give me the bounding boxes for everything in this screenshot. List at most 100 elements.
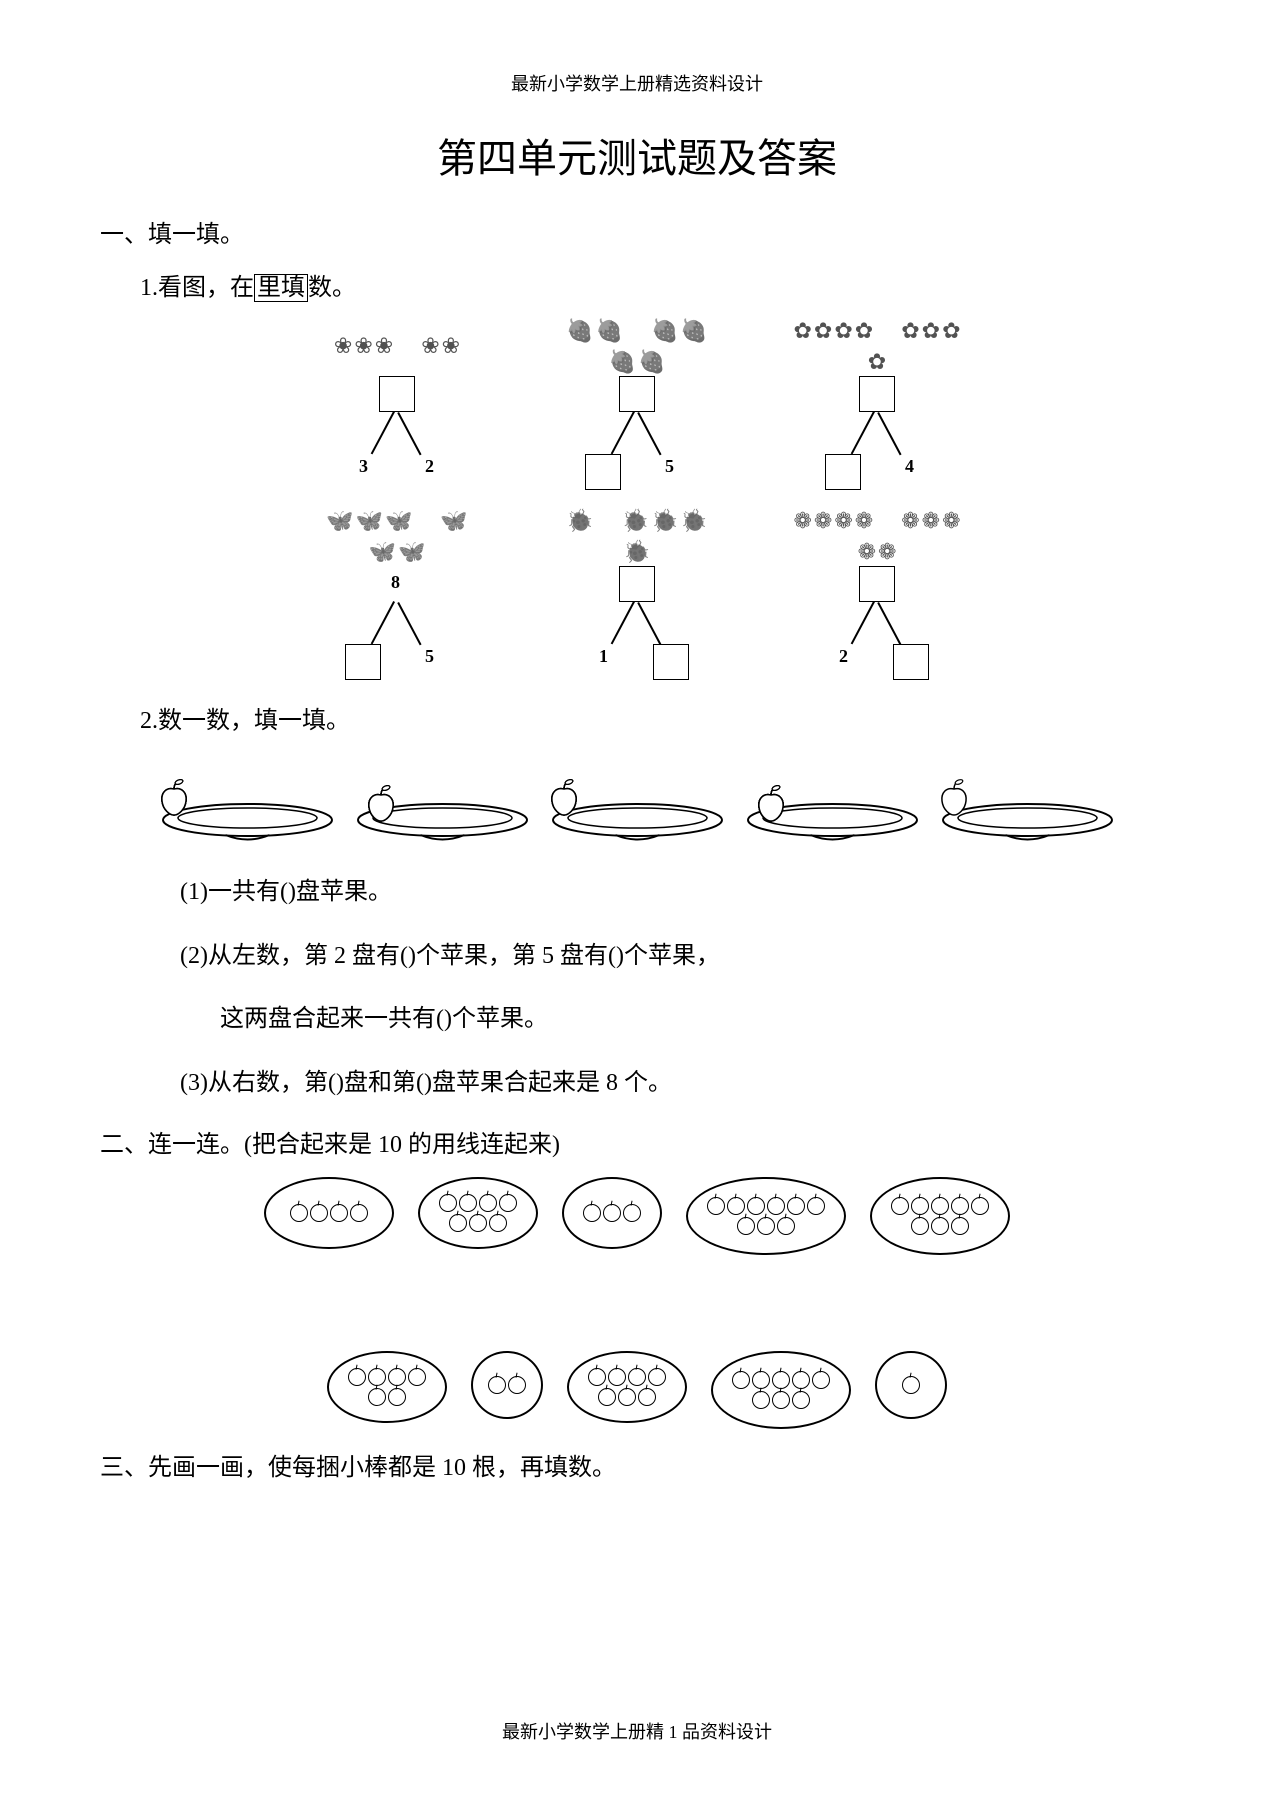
mini-apple-icon (583, 1204, 601, 1222)
mini-apple-icon (479, 1194, 497, 1212)
section-1-heading: 一、填一填。 (100, 214, 1174, 249)
item-cluster: ❀❀❀❀❀ (312, 316, 482, 376)
number-bond: 🍓🍓🍓🍓🍓🍓 5 (552, 316, 722, 496)
mini-apple-icon (737, 1217, 755, 1235)
mini-apple-icon (388, 1388, 406, 1406)
page-footer: 最新小学数学上册精 1 品资料设计 (0, 1718, 1274, 1744)
q2-p2: (2)从左数，第 2 盘有()个苹果，第 5 盘有()个苹果， (180, 934, 1174, 980)
bond-diagram: 85 (337, 566, 457, 686)
mini-apple-icon (290, 1204, 308, 1222)
item-cluster: 🐞🐞🐞🐞🐞 (552, 506, 722, 566)
left-box (585, 454, 621, 490)
mini-apple-icon (348, 1368, 366, 1386)
item-cluster: ❁❁❁❁❁❁❁❁❁ (792, 506, 962, 566)
left-number: 1 (599, 646, 608, 667)
mini-apple-icon (891, 1197, 909, 1215)
mini-apple-icon (931, 1197, 949, 1215)
mini-apple-icon (310, 1204, 328, 1222)
mini-apple-icon (469, 1214, 487, 1232)
apple-oval (567, 1351, 687, 1423)
bond-diagram: 1 (577, 566, 697, 686)
mini-apple-icon (911, 1217, 929, 1235)
page-title: 第四单元测试题及答案 (100, 126, 1174, 184)
apple-plates (100, 750, 1174, 845)
mini-apple-icon (388, 1368, 406, 1386)
right-box (653, 644, 689, 680)
mini-apple-icon (752, 1371, 770, 1389)
top-box (619, 376, 655, 412)
mini-apple-icon (951, 1197, 969, 1215)
mini-apple-icon (449, 1214, 467, 1232)
ovals-row-2 (100, 1351, 1174, 1429)
right-box (893, 644, 929, 680)
mini-apple-icon (439, 1194, 457, 1212)
apple-icon (547, 777, 581, 817)
bond-diagram: 4 (817, 376, 937, 496)
right-number: 2 (425, 456, 434, 477)
mini-apple-icon (787, 1197, 805, 1215)
mini-apple-icon (931, 1217, 949, 1235)
ovals-row-1 (100, 1177, 1174, 1255)
apple-oval (686, 1177, 846, 1255)
number-bond: ✿✿✿✿✿✿✿✿ 4 (792, 316, 962, 496)
mini-apple-icon (499, 1194, 517, 1212)
number-bonds-row-2: 🦋🦋🦋🦋🦋🦋85 🐞🐞🐞🐞🐞 1 ❁❁❁❁❁❁❁❁❁ 2 (100, 506, 1174, 686)
mini-apple-icon (459, 1194, 477, 1212)
mini-apple-icon (777, 1217, 795, 1235)
q2-p1: (1)一共有()盘苹果。 (180, 870, 1174, 916)
item-cluster: ✿✿✿✿✿✿✿✿ (792, 316, 962, 376)
mini-apple-icon (772, 1371, 790, 1389)
apple-oval (562, 1177, 662, 1249)
section-3-heading: 三、先画一画，使每捆小棒都是 10 根，再填数。 (100, 1447, 1174, 1482)
mini-apple-icon (603, 1204, 621, 1222)
apple-oval (711, 1351, 851, 1429)
mini-apple-icon (911, 1197, 929, 1215)
right-number: 5 (665, 456, 674, 477)
mini-apple-icon (707, 1197, 725, 1215)
top-box (859, 566, 895, 602)
mini-apple-icon (623, 1204, 641, 1222)
apple-oval (327, 1351, 447, 1423)
top-box (619, 566, 655, 602)
mini-apple-icon (812, 1371, 830, 1389)
left-number: 2 (839, 646, 848, 667)
q1-heading: 1.看图，在里填数。 (140, 267, 1174, 302)
item-cluster: 🍓🍓🍓🍓🍓🍓 (552, 316, 722, 376)
apple-icon (157, 777, 191, 817)
item-cluster: 🦋🦋🦋🦋🦋🦋 (312, 506, 482, 566)
mini-apple-icon (588, 1368, 606, 1386)
q2-p2b: 这两盘合起来一共有()个苹果。 (220, 997, 1174, 1043)
mini-apple-icon (350, 1204, 368, 1222)
mini-apple-icon (747, 1197, 765, 1215)
plate (745, 750, 920, 845)
mini-apple-icon (757, 1217, 775, 1235)
mini-apple-icon (489, 1214, 507, 1232)
mini-apple-icon (628, 1368, 646, 1386)
right-number: 5 (425, 646, 434, 667)
mini-apple-icon (792, 1391, 810, 1409)
q1-boxed: 里填 (254, 274, 308, 302)
mini-apple-icon (368, 1368, 386, 1386)
mini-apple-icon (767, 1197, 785, 1215)
apple-oval (471, 1351, 543, 1419)
number-bond: 🐞🐞🐞🐞🐞 1 (552, 506, 722, 686)
mini-apple-icon (608, 1368, 626, 1386)
mini-apple-icon (807, 1197, 825, 1215)
section-2-heading: 二、连一连。(把合起来是 10 的用线连起来) (100, 1124, 1174, 1159)
q2-heading: 2.数一数，填一填。 (140, 700, 1174, 735)
q1-pre: 1.看图，在 (140, 275, 254, 301)
mini-apple-icon (902, 1376, 920, 1394)
plate (355, 750, 530, 845)
mini-apple-icon (792, 1371, 810, 1389)
apple-oval (418, 1177, 538, 1249)
mini-apple-icon (368, 1388, 386, 1406)
right-number: 4 (905, 456, 914, 477)
mini-apple-icon (732, 1371, 750, 1389)
mini-apple-icon (648, 1368, 666, 1386)
apple-icon (364, 783, 398, 823)
apple-oval (870, 1177, 1010, 1255)
number-bond: ❀❀❀❀❀32 (312, 316, 482, 496)
bond-diagram: 2 (817, 566, 937, 686)
q1-post: 数。 (308, 275, 356, 301)
top-box (379, 376, 415, 412)
